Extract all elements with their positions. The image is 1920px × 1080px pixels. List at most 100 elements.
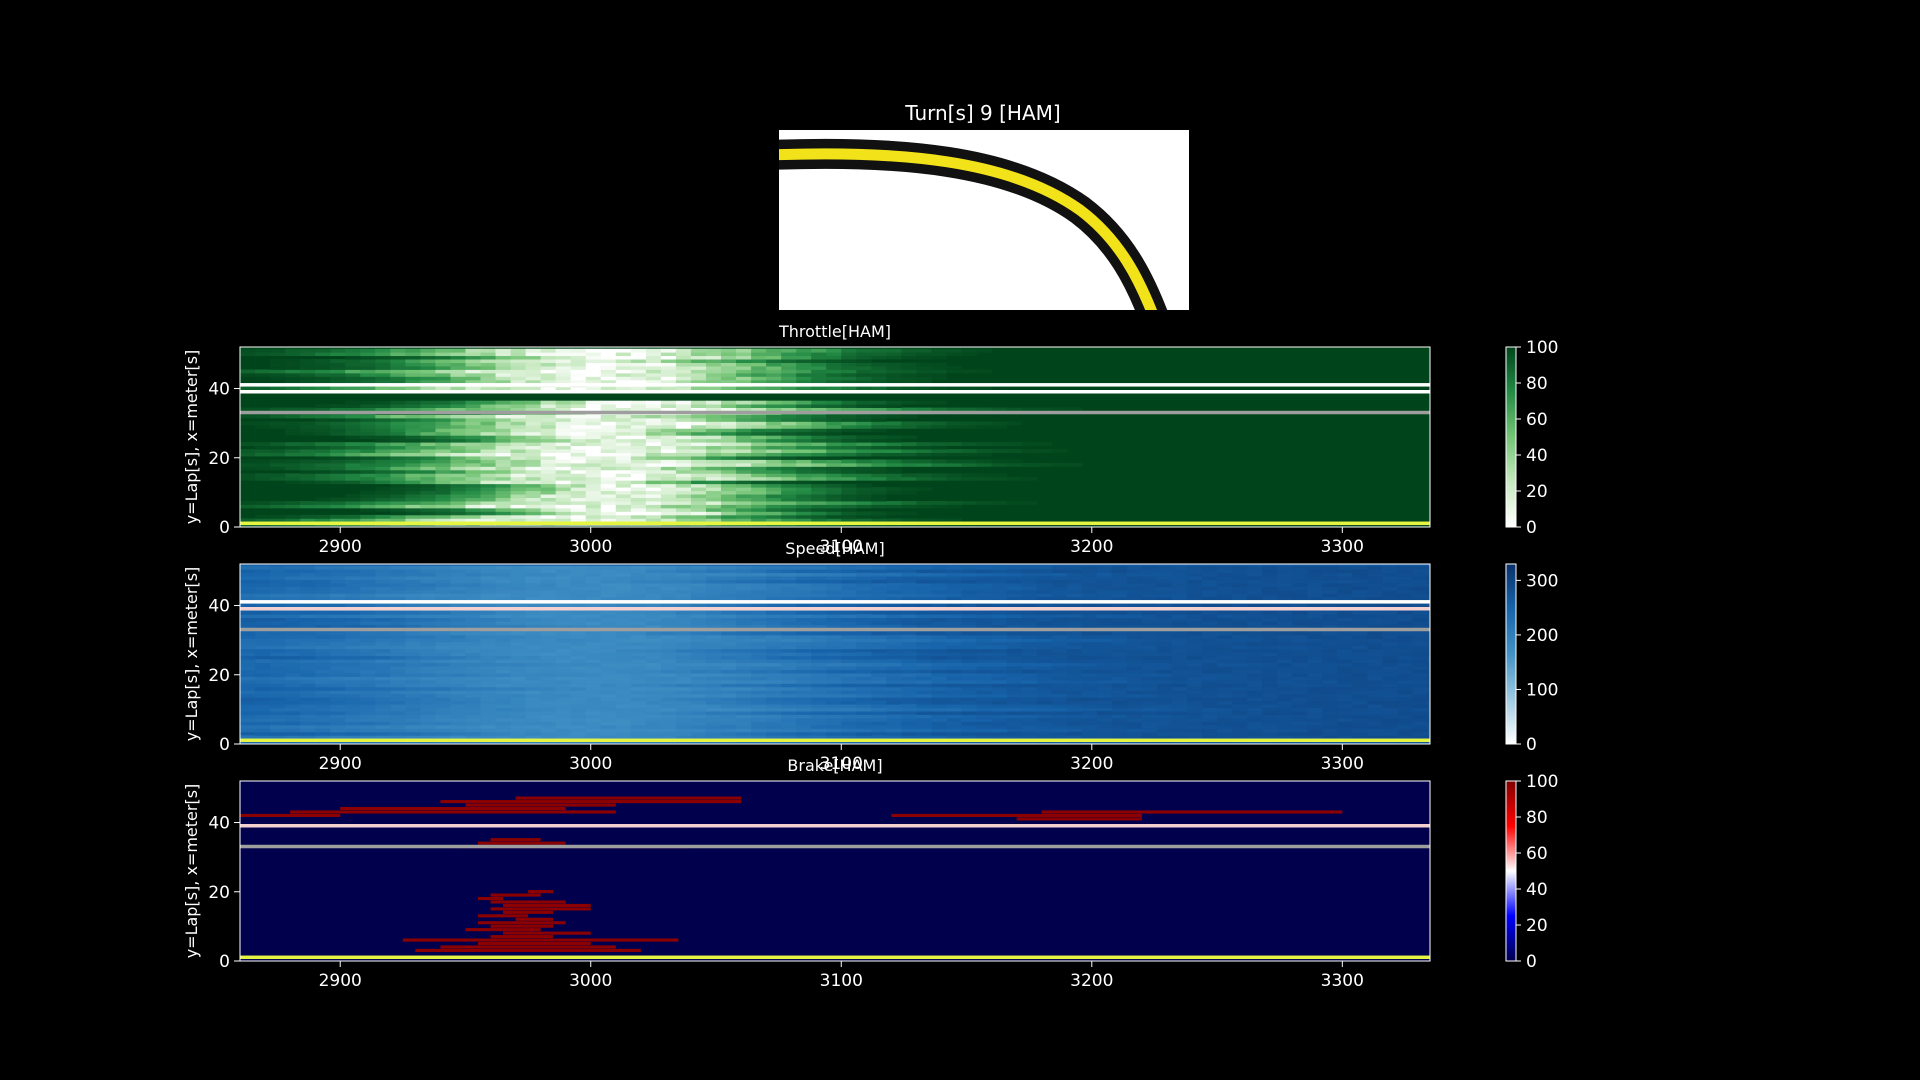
speed-cell xyxy=(1277,686,1293,691)
speed-cell xyxy=(1382,655,1399,660)
speed-cell xyxy=(315,673,331,677)
throttle-cell xyxy=(315,452,331,457)
speed-cell xyxy=(1006,621,1023,625)
speed-cell xyxy=(585,693,602,698)
throttle-cell xyxy=(585,428,602,433)
throttle-cell xyxy=(721,480,737,485)
speed-cell xyxy=(991,731,1008,736)
throttle-cell xyxy=(435,462,452,467)
throttle-cell xyxy=(465,431,482,436)
throttle-cell xyxy=(721,359,737,363)
speed-cell xyxy=(1066,711,1083,715)
speed-cell xyxy=(1232,707,1248,712)
speed-cell xyxy=(901,714,918,719)
speed-cell xyxy=(1382,683,1399,688)
throttle-cell xyxy=(570,355,587,360)
throttle-cell xyxy=(630,501,647,505)
speed-cell xyxy=(270,683,286,688)
throttle-cell xyxy=(435,362,452,367)
throttle-cell xyxy=(570,494,587,498)
speed-cell xyxy=(1111,686,1128,691)
throttle-cell xyxy=(450,483,467,488)
speed-cell xyxy=(525,655,542,660)
speed-cell xyxy=(796,724,812,729)
throttle-cell xyxy=(690,417,707,422)
speed-cell xyxy=(856,624,872,629)
speed-cell xyxy=(285,724,301,729)
throttle-cell xyxy=(405,497,421,502)
speed-cell xyxy=(1292,700,1308,705)
speed-cell xyxy=(480,673,497,677)
throttle-cell xyxy=(916,348,933,353)
throttle-cell xyxy=(736,449,752,453)
speed-cell xyxy=(705,645,722,650)
throttle-cell xyxy=(781,386,797,391)
speed-cell xyxy=(690,693,707,698)
throttle-cell xyxy=(871,421,887,426)
speed-cell xyxy=(345,662,361,667)
speed-cell xyxy=(240,645,256,650)
throttle-cell xyxy=(495,487,512,492)
speed-cell xyxy=(615,697,632,702)
speed-cell xyxy=(1171,655,1188,660)
speed-cell xyxy=(690,714,707,719)
throttle-cell xyxy=(315,504,331,509)
speed-cell xyxy=(705,686,722,691)
throttle-cell xyxy=(345,501,361,505)
speed-cell xyxy=(375,707,391,712)
throttle-cell xyxy=(465,459,482,464)
speed-cell xyxy=(555,631,572,636)
throttle-cell xyxy=(600,359,617,363)
throttle-cell xyxy=(931,459,948,464)
throttle-cell xyxy=(721,352,737,357)
speed-cell xyxy=(826,728,842,733)
throttle-cell xyxy=(450,376,467,381)
speed-cell xyxy=(420,707,437,712)
throttle-cell xyxy=(946,518,963,523)
throttle-cell xyxy=(721,431,737,436)
speed-cell xyxy=(300,666,316,670)
throttle-cell xyxy=(510,459,527,464)
speed-cell xyxy=(630,638,647,643)
speed-cell xyxy=(781,621,797,625)
speed-cell xyxy=(1307,731,1323,736)
speed-cell xyxy=(510,634,527,639)
throttle-cell xyxy=(315,386,331,391)
speed-cell xyxy=(555,686,572,691)
throttle-cell xyxy=(916,442,933,447)
speed-cell xyxy=(736,697,752,702)
speed-cell xyxy=(390,652,406,657)
throttle-cell xyxy=(420,438,437,443)
throttle-cell xyxy=(390,462,406,467)
throttle-cell xyxy=(330,414,346,419)
throttle-cell xyxy=(495,414,512,419)
speed-cell xyxy=(1232,683,1248,688)
speed-cell xyxy=(1156,721,1173,726)
throttle-cell xyxy=(570,490,587,495)
throttle-cell xyxy=(285,372,301,377)
speed-cell xyxy=(811,662,827,667)
speed-cell xyxy=(946,659,963,664)
speed-cell xyxy=(375,704,391,709)
throttle-cell xyxy=(871,518,887,523)
throttle-cell xyxy=(856,445,872,450)
speed-cell xyxy=(856,655,872,660)
speed-cell xyxy=(1232,735,1248,740)
speed-cell xyxy=(360,707,376,712)
speed-cell xyxy=(1292,697,1308,702)
throttle-cell xyxy=(450,352,467,357)
throttle-cell xyxy=(871,369,887,374)
speed-cell xyxy=(946,690,963,695)
speed-cell xyxy=(645,707,662,712)
speed-cell xyxy=(675,718,692,722)
speed-cell xyxy=(1126,679,1143,684)
speed-cell xyxy=(931,669,948,674)
throttle-cell xyxy=(766,376,782,381)
throttle-cell xyxy=(796,511,812,516)
throttle-cell xyxy=(660,497,677,502)
speed-cell xyxy=(705,728,722,733)
speed-cell xyxy=(315,624,331,629)
throttle-cell xyxy=(721,369,737,374)
throttle-cell xyxy=(961,421,978,426)
speed-cell xyxy=(405,683,421,688)
